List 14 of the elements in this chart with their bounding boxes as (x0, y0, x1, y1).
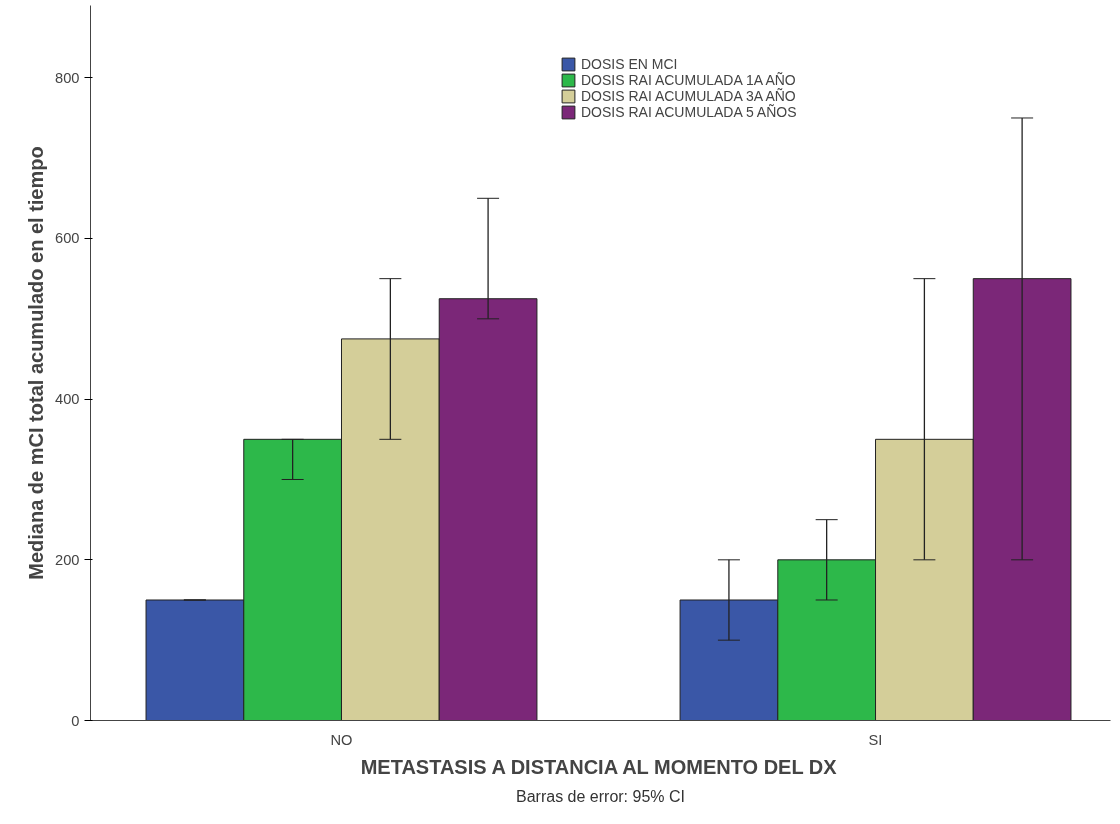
legend-label: DOSIS EN MCI (581, 56, 678, 72)
x-tick-label: SI (868, 731, 883, 748)
x-tick-label: NO (330, 731, 353, 748)
y-tick-label: 200 (55, 551, 80, 568)
y-tick-label: 0 (71, 712, 80, 729)
text: Barras de error: 95% CI (516, 787, 685, 805)
y-tick-label: 400 (55, 391, 80, 408)
legend-label: DOSIS RAI ACUMULADA 5 AÑOS (581, 104, 797, 120)
y-tick-label: 600 (55, 230, 80, 247)
y-tick-label: 800 (55, 69, 80, 86)
legend-label: DOSIS RAI ACUMULADA 3A AÑO (581, 88, 796, 104)
legend-label: DOSIS RAI ACUMULADA 1A AÑO (581, 72, 796, 88)
x-axis-title: METASTASIS A DISTANCIA AL MOMENTO DEL DX (360, 755, 838, 778)
y-axis-title: Mediana de mCI total acumulado en el tiempo (25, 146, 48, 580)
